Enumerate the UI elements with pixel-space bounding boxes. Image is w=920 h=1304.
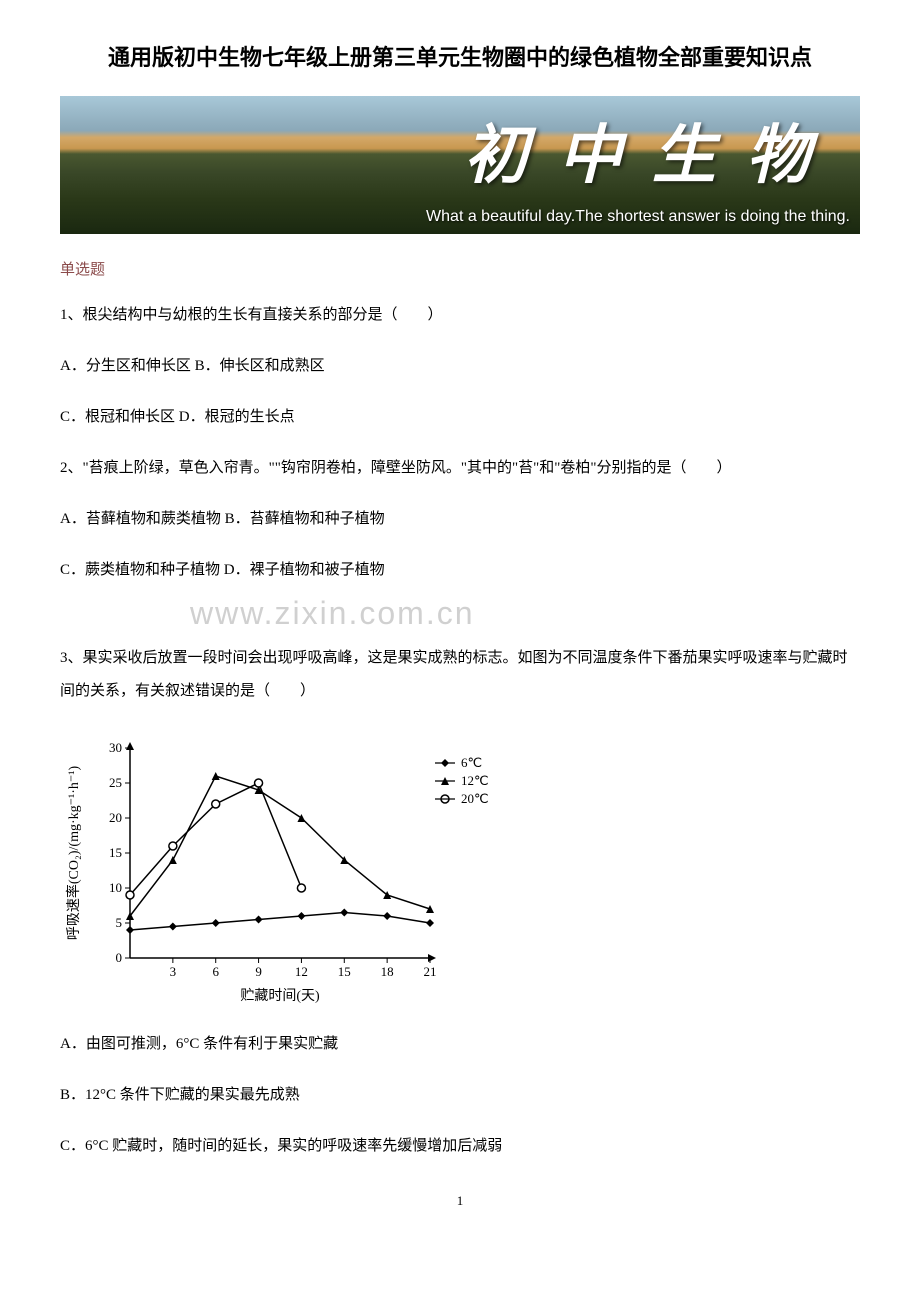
svg-text:呼吸速率(CO₂)/(mg·kg⁻¹·h⁻¹): 呼吸速率(CO₂)/(mg·kg⁻¹·h⁻¹) (65, 766, 82, 941)
respiration-chart: 0 5 10 15 20 25 30 3 6 9 12 15 18 21 贮藏时间(天) 呼吸速率(CO₂)/… (60, 728, 540, 1008)
svg-text:20℃: 20℃ (461, 791, 489, 806)
svg-text:15: 15 (338, 964, 351, 979)
page-title: 通用版初中生物七年级上册第三单元生物圈中的绿色植物全部重要知识点 (60, 40, 860, 72)
page-number: 1 (60, 1193, 860, 1209)
svg-text:12: 12 (295, 964, 308, 979)
question-text: 果实采收后放置一段时间会出现呼吸高峰，这是果实成熟的标志。如图为不同温度条件下番… (60, 650, 848, 699)
banner-image: 初中生物 What a beautiful day.The shortest a… (60, 96, 860, 234)
svg-text:12℃: 12℃ (461, 773, 489, 788)
svg-text:3: 3 (170, 964, 177, 979)
question-2-options-1: A．苔藓植物和蕨类植物 B．苔藓植物和种子植物 (60, 503, 860, 536)
banner-main-text: 初中生物 (464, 104, 840, 196)
svg-text:6: 6 (212, 964, 219, 979)
watermark-text: www.zixin.com.cn (190, 595, 860, 632)
svg-text:30: 30 (109, 740, 122, 755)
question-3: 3、果实采收后放置一段时间会出现呼吸高峰，这是果实成熟的标志。如图为不同温度条件… (60, 642, 860, 708)
banner-sub-text: What a beautiful day.The shortest answer… (426, 208, 850, 226)
question-3-option-c: C．6°C 贮藏时，随时间的延长，果实的呼吸速率先缓慢增加后减弱 (60, 1130, 860, 1163)
svg-text:21: 21 (424, 964, 437, 979)
svg-text:贮藏时间(天): 贮藏时间(天) (240, 988, 320, 1004)
svg-text:6℃: 6℃ (461, 755, 482, 770)
svg-text:9: 9 (255, 964, 261, 979)
question-1-options-1: A．分生区和伸长区 B．伸长区和成熟区 (60, 350, 860, 383)
question-text: "苔痕上阶绿，草色入帘青。""钩帘阴卷柏，障壁坐防风。"其中的"苔"和"卷柏"分… (83, 460, 732, 476)
question-2-options-2: C．蕨类植物和种子植物 D．裸子植物和被子植物 (60, 554, 860, 587)
question-3-option-a: A．由图可推测，6°C 条件有利于果实贮藏 (60, 1028, 860, 1061)
question-3-option-b: B．12°C 条件下贮藏的果实最先成熟 (60, 1079, 860, 1112)
chart-container: 0 5 10 15 20 25 30 3 6 9 12 15 18 21 贮藏时间(天) 呼吸速率(CO₂)/… (60, 728, 860, 1008)
svg-text:0: 0 (116, 950, 123, 965)
question-number: 2、 (60, 460, 83, 476)
question-text: 根尖结构中与幼根的生长有直接关系的部分是（ ） (83, 307, 443, 323)
svg-text:20: 20 (109, 810, 122, 825)
svg-text:18: 18 (381, 964, 394, 979)
svg-text:5: 5 (116, 915, 123, 930)
question-number: 3、 (60, 650, 83, 666)
svg-text:10: 10 (109, 880, 122, 895)
svg-text:25: 25 (109, 775, 122, 790)
question-2: 2、"苔痕上阶绿，草色入帘青。""钩帘阴卷柏，障壁坐防风。"其中的"苔"和"卷柏… (60, 452, 860, 485)
svg-text:15: 15 (109, 845, 122, 860)
question-1: 1、根尖结构中与幼根的生长有直接关系的部分是（ ） (60, 299, 860, 332)
section-label: 单选题 (60, 258, 860, 279)
question-number: 1、 (60, 307, 83, 323)
question-1-options-2: C．根冠和伸长区 D．根冠的生长点 (60, 401, 860, 434)
